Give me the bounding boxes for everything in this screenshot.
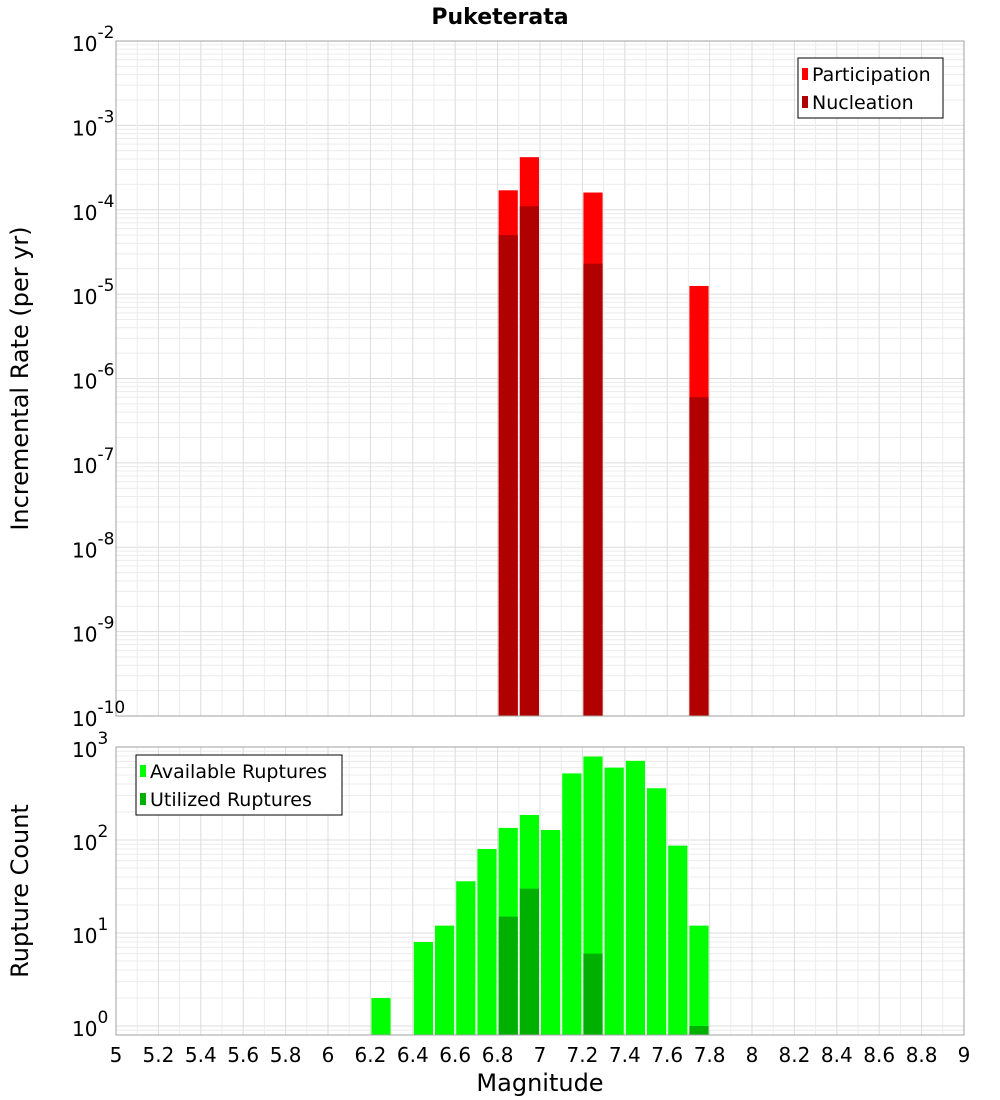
- y-tick-label: 10-3: [72, 107, 114, 140]
- x-tick-label: 9: [958, 1043, 971, 1067]
- legend-label: Available Ruptures: [150, 761, 327, 783]
- y-tick-label: 10-9: [72, 614, 114, 647]
- bar-available-ruptures: [541, 830, 561, 1035]
- x-tick-label: 8.6: [863, 1043, 895, 1067]
- y-tick-label: 101: [72, 915, 108, 948]
- legend-label: Nucleation: [812, 92, 914, 114]
- y-axis-label: Rupture Count: [6, 804, 34, 978]
- legend-swatch: [802, 68, 808, 80]
- legend: Participation Nucleation: [797, 57, 944, 119]
- legend-label: Participation: [812, 64, 931, 86]
- legend-label: Utilized Ruptures: [150, 789, 312, 811]
- bar-available-ruptures: [413, 942, 433, 1035]
- x-tick-label: 6.6: [439, 1043, 471, 1067]
- y-tick-label: 102: [72, 822, 108, 855]
- bar-nucleation: [689, 397, 709, 716]
- bar-utilized-ruptures: [689, 1025, 709, 1035]
- bar-available-ruptures: [456, 881, 476, 1035]
- x-tick-label: 6.4: [397, 1043, 429, 1067]
- x-tick-label: 5.4: [185, 1043, 217, 1067]
- bar-available-ruptures: [604, 767, 624, 1035]
- x-tick-label: 7: [534, 1043, 547, 1067]
- bar-utilized-ruptures: [498, 916, 518, 1035]
- x-tick-label: 5: [110, 1043, 123, 1067]
- bar-available-ruptures: [477, 849, 497, 1035]
- bar-utilized-ruptures: [519, 888, 539, 1035]
- plot-frame: [115, 40, 965, 717]
- panel-2: 100 101 102 103 Rupture Count Available Ruptu…: [6, 729, 965, 1041]
- x-tick-label: 7.6: [651, 1043, 683, 1067]
- y-tick-label: 10-8: [72, 529, 114, 562]
- bar-available-ruptures: [371, 997, 391, 1035]
- legend-box: [797, 57, 944, 119]
- bar-nucleation: [519, 206, 539, 716]
- legend-box: [135, 754, 343, 816]
- x-tick-label: 6.8: [482, 1043, 514, 1067]
- bar-available-ruptures: [668, 845, 688, 1035]
- y-tick-label: 10-5: [72, 276, 114, 309]
- x-tick-label: 8.8: [906, 1043, 938, 1067]
- x-tick-label: 8.4: [821, 1043, 853, 1067]
- legend-swatch: [140, 793, 146, 805]
- bar-available-ruptures: [562, 773, 582, 1035]
- x-tick-label: 8: [746, 1043, 759, 1067]
- y-tick-label: 10-6: [72, 361, 114, 394]
- bar-nucleation: [583, 263, 603, 716]
- bar-available-ruptures: [647, 788, 667, 1035]
- panel-1: 10-10 10-9 10-8 10-7 10-6 10-5 10-4 10-3 10-2 Inc…: [6, 23, 965, 731]
- y-tick-label: 103: [72, 729, 108, 762]
- legend: Available Ruptures Utilized Ruptures: [135, 754, 343, 816]
- x-tick-label: 5.8: [270, 1043, 302, 1067]
- x-tick-label: 6: [322, 1043, 335, 1067]
- chart-title: Puketerata: [431, 5, 568, 30]
- y-tick-label: 10-2: [72, 23, 114, 56]
- x-tick-label: 5.6: [227, 1043, 259, 1067]
- x-tick-label: 5.2: [142, 1043, 174, 1067]
- x-tick-label: 8.2: [778, 1043, 810, 1067]
- y-tick-label: 10-7: [72, 445, 114, 478]
- legend-swatch: [140, 765, 146, 777]
- x-tick-label: 6.2: [354, 1043, 386, 1067]
- x-axis-label: Magnitude: [476, 1069, 603, 1097]
- bar-utilized-ruptures: [583, 953, 603, 1035]
- x-tick-label: 7.4: [609, 1043, 641, 1067]
- y-tick-label: 10-4: [72, 192, 114, 225]
- legend-swatch: [802, 96, 808, 108]
- bar-available-ruptures: [435, 925, 455, 1035]
- y-tick-label: 10-10: [72, 698, 125, 731]
- plot-frame: [115, 746, 965, 1036]
- x-tick-label: 7.2: [566, 1043, 598, 1067]
- bar-available-ruptures: [689, 925, 709, 1035]
- bar-nucleation: [498, 235, 518, 716]
- y-tick-label: 100: [72, 1008, 108, 1041]
- bar-available-ruptures: [625, 760, 645, 1035]
- x-tick-label: 7.8: [694, 1043, 726, 1067]
- y-axis-label: Incremental Rate (per yr): [6, 226, 34, 530]
